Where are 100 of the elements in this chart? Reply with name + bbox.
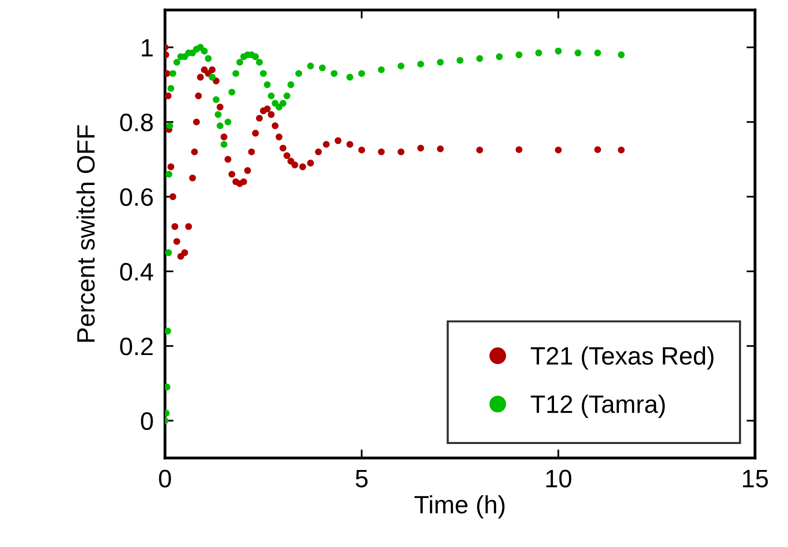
point bbox=[574, 50, 582, 56]
x-tick-label: 10 bbox=[546, 470, 572, 488]
point bbox=[252, 130, 259, 137]
point bbox=[228, 170, 236, 178]
x-axis-title: Time (h) bbox=[414, 495, 505, 518]
point bbox=[276, 104, 282, 110]
point bbox=[346, 74, 354, 81]
point bbox=[216, 122, 224, 130]
y-tick-label: 0 bbox=[140, 412, 153, 430]
legend-label: T12 (Tamra) bbox=[530, 394, 665, 418]
point bbox=[168, 163, 174, 170]
point bbox=[248, 148, 255, 156]
y-tick-label: 0.4 bbox=[120, 262, 154, 281]
x-tick-label: 5 bbox=[356, 470, 368, 488]
y-tick-label: 0.2 bbox=[120, 338, 153, 356]
point bbox=[208, 74, 216, 81]
point bbox=[378, 66, 385, 74]
point bbox=[291, 162, 298, 168]
point bbox=[322, 141, 330, 148]
point bbox=[173, 238, 180, 245]
point bbox=[299, 163, 306, 170]
point bbox=[280, 144, 286, 152]
point bbox=[496, 53, 503, 60]
point bbox=[516, 146, 522, 154]
point bbox=[330, 70, 338, 77]
point bbox=[287, 81, 294, 88]
point bbox=[268, 111, 275, 118]
point bbox=[220, 141, 228, 148]
point bbox=[208, 66, 216, 74]
point bbox=[191, 148, 198, 156]
point bbox=[378, 148, 385, 156]
point bbox=[173, 58, 180, 66]
point bbox=[252, 53, 259, 60]
point bbox=[554, 48, 562, 54]
point bbox=[244, 167, 251, 174]
point bbox=[417, 144, 424, 152]
point bbox=[476, 146, 484, 154]
point bbox=[280, 100, 286, 107]
point bbox=[228, 88, 236, 96]
point bbox=[594, 146, 602, 154]
point bbox=[165, 249, 172, 256]
point bbox=[417, 60, 424, 68]
y-tick-label: 0.6 bbox=[120, 188, 153, 206]
point bbox=[166, 170, 172, 178]
point bbox=[169, 193, 176, 200]
point bbox=[358, 70, 366, 77]
point bbox=[398, 62, 404, 70]
point bbox=[193, 118, 200, 126]
point bbox=[165, 92, 172, 100]
point bbox=[224, 156, 232, 163]
point bbox=[256, 114, 263, 122]
x-tick-label: 15 bbox=[743, 470, 768, 488]
point bbox=[594, 50, 602, 56]
y-tick-label: 1 bbox=[142, 39, 153, 56]
point bbox=[307, 160, 314, 166]
y-tick-label: 0.8 bbox=[120, 114, 153, 132]
point bbox=[476, 55, 484, 62]
x-tick-label: 0 bbox=[159, 470, 171, 488]
point bbox=[204, 55, 212, 62]
point bbox=[346, 141, 354, 148]
point bbox=[284, 152, 290, 159]
point bbox=[256, 58, 263, 66]
legend-label: T21 (Texas Red) bbox=[530, 346, 714, 370]
point bbox=[318, 64, 326, 72]
point bbox=[535, 50, 542, 56]
point bbox=[315, 148, 322, 156]
point bbox=[456, 57, 464, 64]
point bbox=[618, 51, 625, 58]
point bbox=[276, 134, 282, 140]
point bbox=[165, 328, 172, 334]
point bbox=[181, 249, 188, 256]
point bbox=[220, 134, 228, 140]
point bbox=[436, 145, 444, 152]
point bbox=[195, 92, 202, 100]
point bbox=[236, 58, 244, 66]
point bbox=[240, 178, 248, 186]
point bbox=[398, 148, 404, 156]
y-axis-title: Percent switch OFF bbox=[76, 125, 95, 342]
point bbox=[171, 223, 178, 230]
point bbox=[200, 48, 208, 54]
point bbox=[295, 70, 302, 77]
point bbox=[307, 62, 314, 70]
point bbox=[264, 81, 271, 88]
point bbox=[212, 96, 220, 103]
point bbox=[618, 146, 625, 154]
point bbox=[334, 137, 342, 144]
point bbox=[189, 174, 196, 182]
point bbox=[216, 104, 224, 110]
point bbox=[516, 51, 522, 58]
point bbox=[197, 74, 204, 81]
point bbox=[268, 92, 275, 100]
point bbox=[272, 122, 279, 130]
point bbox=[436, 58, 444, 66]
point bbox=[169, 70, 176, 77]
point bbox=[358, 146, 366, 154]
point bbox=[264, 106, 271, 112]
point bbox=[554, 146, 562, 154]
point bbox=[214, 111, 222, 118]
point bbox=[260, 70, 267, 77]
point bbox=[232, 70, 240, 77]
